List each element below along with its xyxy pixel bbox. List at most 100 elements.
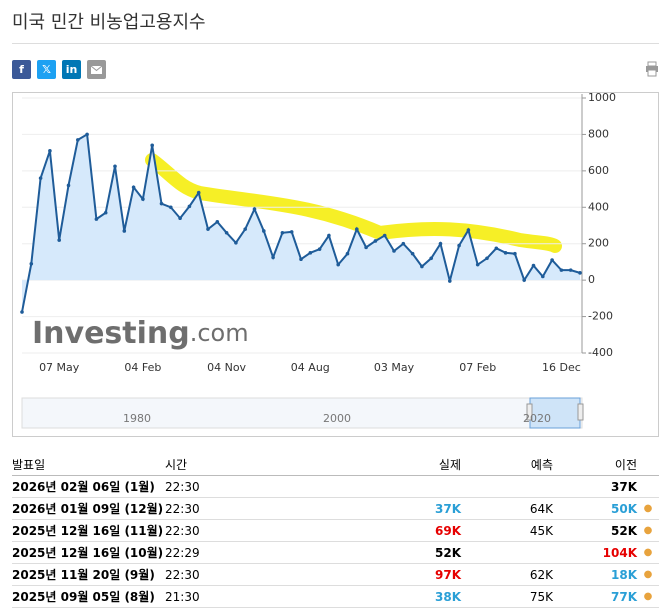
watermark-brand: Investing <box>32 316 190 351</box>
point <box>336 262 341 267</box>
y-tick-label: 1000 <box>588 91 616 104</box>
point <box>85 132 89 137</box>
point <box>141 197 145 201</box>
previous: 52K <box>553 519 637 542</box>
point <box>103 210 108 215</box>
table-row: 2025년 12월 16일 (10월) 22:29 52K 104K ● <box>12 541 659 564</box>
share-mail[interactable] <box>87 60 106 79</box>
actual <box>365 475 461 498</box>
y-tick-label: -400 <box>588 346 613 359</box>
forecast: 62K <box>461 563 553 586</box>
table-row: 2026년 01월 09일 (12월) 22:30 37K 64K 50K ● <box>12 497 659 520</box>
point <box>113 164 117 169</box>
previous: 77K <box>553 585 637 608</box>
point <box>513 251 517 256</box>
point <box>503 251 508 255</box>
point <box>550 258 554 262</box>
navigator-label: 1980 <box>123 412 151 425</box>
actual: 52K <box>365 541 461 564</box>
point <box>457 243 461 248</box>
point <box>438 241 443 246</box>
point <box>252 207 257 211</box>
point <box>243 227 247 231</box>
point <box>541 274 545 279</box>
table-row: 2026년 02월 06일 (1월) 22:30 37K <box>12 475 659 498</box>
watermark-suffix: .com <box>190 319 249 347</box>
y-tick-label: -200 <box>588 310 613 323</box>
release-date: 2025년 12월 16일 (10월) <box>12 541 165 564</box>
share-facebook[interactable]: f <box>12 60 31 79</box>
navigator-selection[interactable] <box>529 397 581 429</box>
release-time: 22:30 <box>165 497 365 520</box>
x-tick-label: 16 Dec <box>542 361 581 374</box>
point <box>410 251 415 256</box>
point <box>531 263 536 268</box>
navigator-label: 2020 <box>523 412 551 425</box>
column-header: 시간 <box>165 453 365 476</box>
forecast <box>461 541 553 564</box>
release-date: 2025년 09월 05일 (8월) <box>12 585 165 608</box>
release-time: 21:30 <box>165 585 365 608</box>
release-date: 2025년 12월 16일 (11월) <box>12 519 165 542</box>
actual: 97K <box>365 563 461 586</box>
forecast: 64K <box>461 497 553 520</box>
forecast <box>461 475 553 498</box>
point <box>429 256 434 261</box>
point <box>494 246 499 251</box>
navigator-handle[interactable] <box>526 403 533 421</box>
actual: 37K <box>365 497 461 520</box>
data-table: 발표일 시간 실제 예측 이전 2026년 02월 06일 (1월) 22:30 37K 202… <box>12 453 659 608</box>
share-x[interactable]: 𝕏 <box>37 60 56 79</box>
previous: 50K <box>553 497 637 520</box>
x-tick-label: 04 Feb <box>124 361 161 374</box>
navigator[interactable] <box>21 397 583 429</box>
point <box>48 149 52 153</box>
point <box>448 279 452 283</box>
point <box>364 245 368 250</box>
release-time: 22:29 <box>165 541 365 564</box>
point <box>355 227 359 231</box>
release-time: 22:30 <box>165 475 365 498</box>
x-tick-label: 07 May <box>39 361 80 374</box>
point <box>280 230 285 235</box>
point <box>29 261 34 266</box>
forecast: 75K <box>461 585 553 608</box>
share-linkedin[interactable]: in <box>62 60 81 79</box>
y-tick-label: 600 <box>588 164 609 177</box>
revision-dot <box>637 475 659 498</box>
navigator-handle[interactable] <box>577 403 584 421</box>
point <box>187 204 192 209</box>
point <box>66 183 71 188</box>
point <box>568 268 573 272</box>
point <box>475 262 480 267</box>
point <box>485 256 489 261</box>
point <box>159 201 164 206</box>
point <box>215 220 220 224</box>
table-row: 2025년 09월 05일 (8월) 21:30 38K 75K 77K ● <box>12 585 659 608</box>
column-header: 실제 <box>365 453 461 476</box>
point <box>578 271 582 275</box>
point <box>122 229 127 233</box>
actual: 38K <box>365 585 461 608</box>
point <box>224 230 229 235</box>
print-icon[interactable] <box>645 61 659 77</box>
point <box>373 239 378 243</box>
point <box>206 227 210 231</box>
y-tick-label: 200 <box>588 237 609 250</box>
point <box>178 216 182 221</box>
revision-dot: ● <box>637 497 659 520</box>
point <box>401 241 406 246</box>
point <box>262 229 266 233</box>
navigator-label: 2000 <box>323 412 351 425</box>
area <box>22 134 580 313</box>
revision-dot: ● <box>637 563 659 586</box>
y-tick-label: 800 <box>588 127 609 140</box>
point <box>466 228 471 232</box>
point <box>392 249 396 253</box>
point <box>271 255 275 260</box>
point <box>76 138 80 142</box>
revision-dot: ● <box>637 585 659 608</box>
x-tick-label: 03 May <box>374 361 415 374</box>
point <box>234 241 238 245</box>
